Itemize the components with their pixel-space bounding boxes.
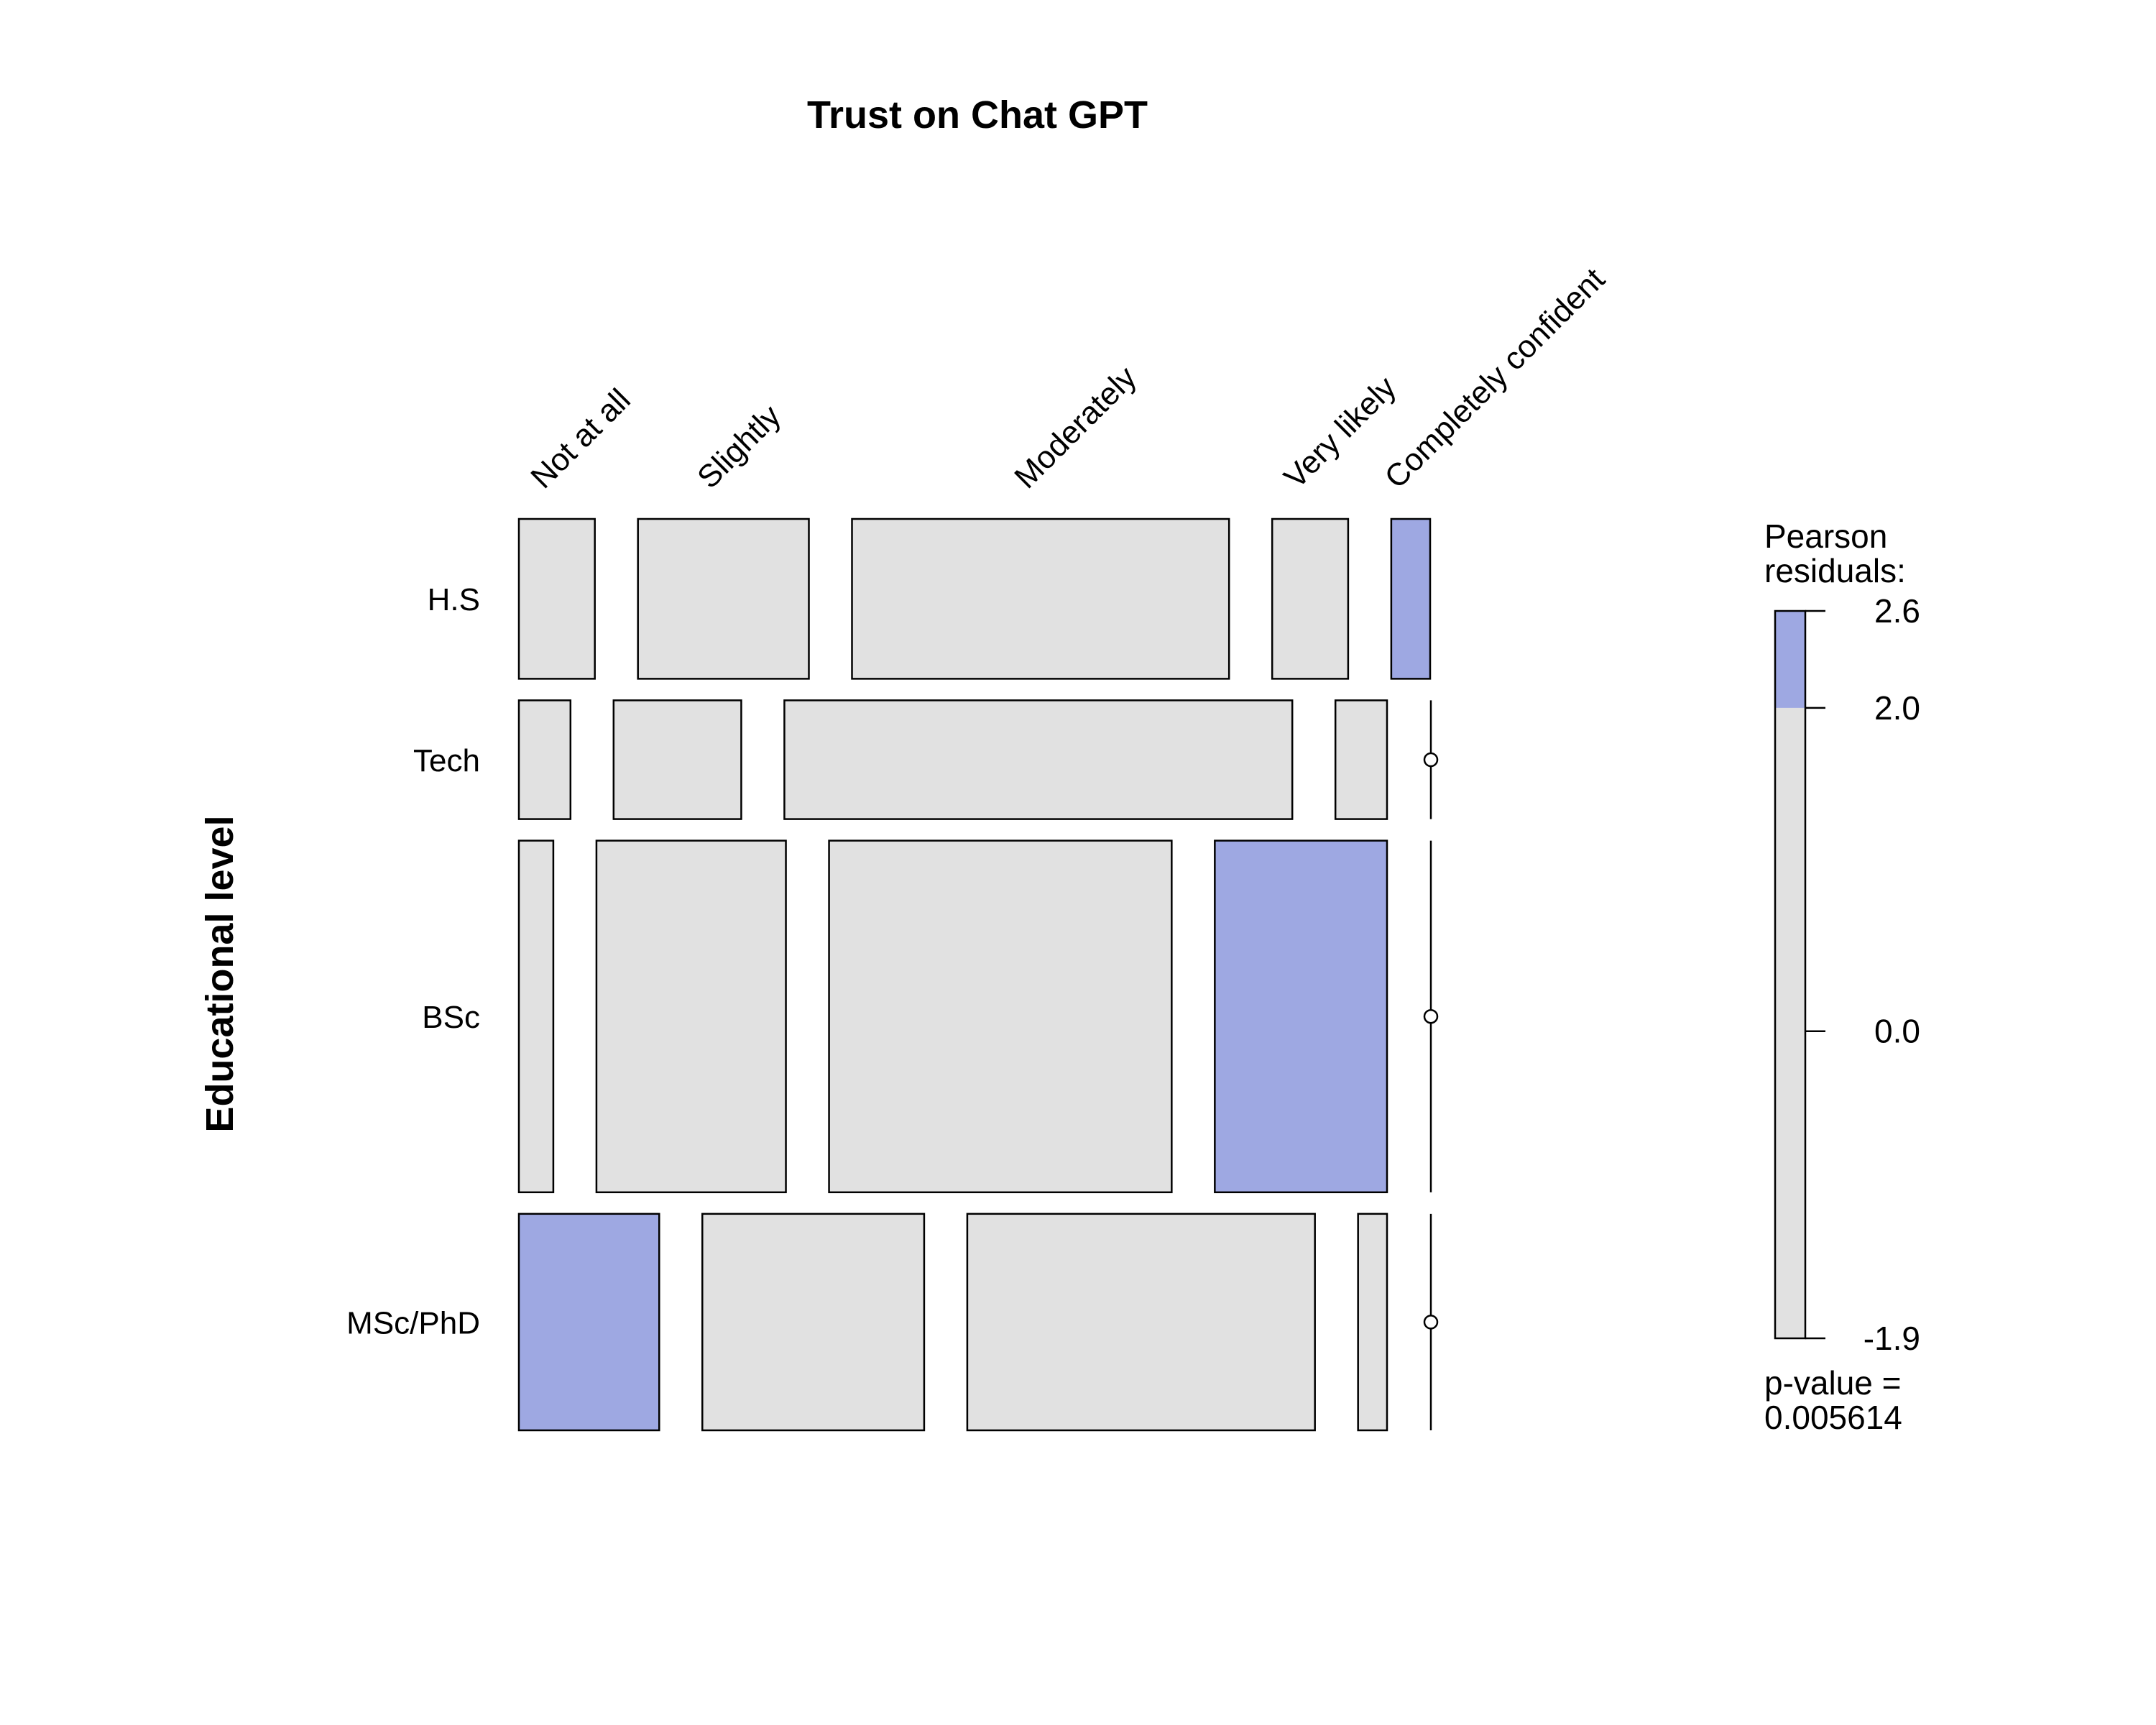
legend-positive-segment — [1775, 611, 1805, 708]
tile-bsc-completely-confident — [1423, 840, 1439, 1192]
legend-title-line1: Pearson — [1764, 518, 1887, 555]
tile-h-s-very-likely — [1271, 518, 1350, 680]
row-label-bsc: BSc — [422, 1000, 480, 1035]
row-label-msc-phd: MSc/PhD — [346, 1305, 480, 1340]
tile-bsc-slightly — [595, 840, 787, 1194]
zero-cell-marker — [1423, 752, 1439, 768]
legend-bar-frame — [1774, 610, 1807, 1340]
row-label-h-s: H.S — [428, 582, 480, 617]
zero-cell-marker — [1423, 1008, 1439, 1024]
zero-cell-marker — [1423, 1315, 1439, 1330]
column-label-slightly: Slightly — [691, 398, 788, 495]
tile-msc-phd-completely-confident — [1423, 1213, 1439, 1430]
tile-msc-phd-moderately — [966, 1213, 1316, 1432]
tile-h-s-moderately — [851, 518, 1230, 680]
tile-tech-slightly — [612, 699, 742, 820]
legend-title-line2: residuals: — [1764, 552, 1906, 589]
legend-neutral-segment — [1775, 707, 1805, 1338]
tile-h-s-completely-confident — [1390, 518, 1432, 680]
tile-bsc-not-at-all — [517, 840, 555, 1194]
residual-legend: Pearson residuals: 2.6 2.0 0.0 -1.9 p-value… — [1764, 518, 1920, 1436]
p-value-label: p-value = — [1764, 1364, 1902, 1402]
y-axis-label: Educational level — [198, 815, 241, 1132]
column-label-completely-confident: Completely confident — [1378, 262, 1611, 495]
tile-tech-completely-confident — [1423, 700, 1439, 819]
tile-bsc-very-likely — [1214, 840, 1388, 1194]
column-label-not-at-all: Not at all — [524, 382, 637, 495]
column-label-moderately: Moderately — [1008, 360, 1143, 496]
mosaic-tiles — [517, 518, 1439, 1432]
column-labels: Not at all Slightly Moderately Very likelyC… — [524, 262, 1611, 495]
tile-tech-moderately — [783, 699, 1294, 820]
row-label-tech: Tech — [413, 743, 480, 778]
row-labels: H.S Tech BSc MSc/PhD — [346, 582, 480, 1340]
legend-tick-label: 2.6 — [1874, 592, 1920, 630]
tile-h-s-slightly — [637, 518, 810, 680]
tile-bsc-moderately — [828, 840, 1173, 1194]
legend-tick-label: -1.9 — [1864, 1320, 1920, 1357]
tile-tech-very-likely — [1334, 699, 1388, 820]
legend-tick-label: 2.0 — [1874, 689, 1920, 727]
legend-tick-label: 0.0 — [1874, 1013, 1920, 1050]
legend-ticks: 2.6 2.0 0.0 -1.9 — [1805, 592, 1920, 1357]
tile-msc-phd-very-likely — [1357, 1213, 1388, 1432]
tile-h-s-not-at-all — [517, 518, 596, 680]
legend-color-bar — [1774, 610, 1807, 1340]
tile-msc-phd-slightly — [701, 1213, 926, 1432]
tile-tech-not-at-all — [517, 699, 572, 820]
tile-msc-phd-not-at-all — [517, 1213, 660, 1432]
chart-title: Trust on Chat GPT — [807, 93, 1148, 137]
p-value: 0.005614 — [1764, 1399, 1902, 1436]
